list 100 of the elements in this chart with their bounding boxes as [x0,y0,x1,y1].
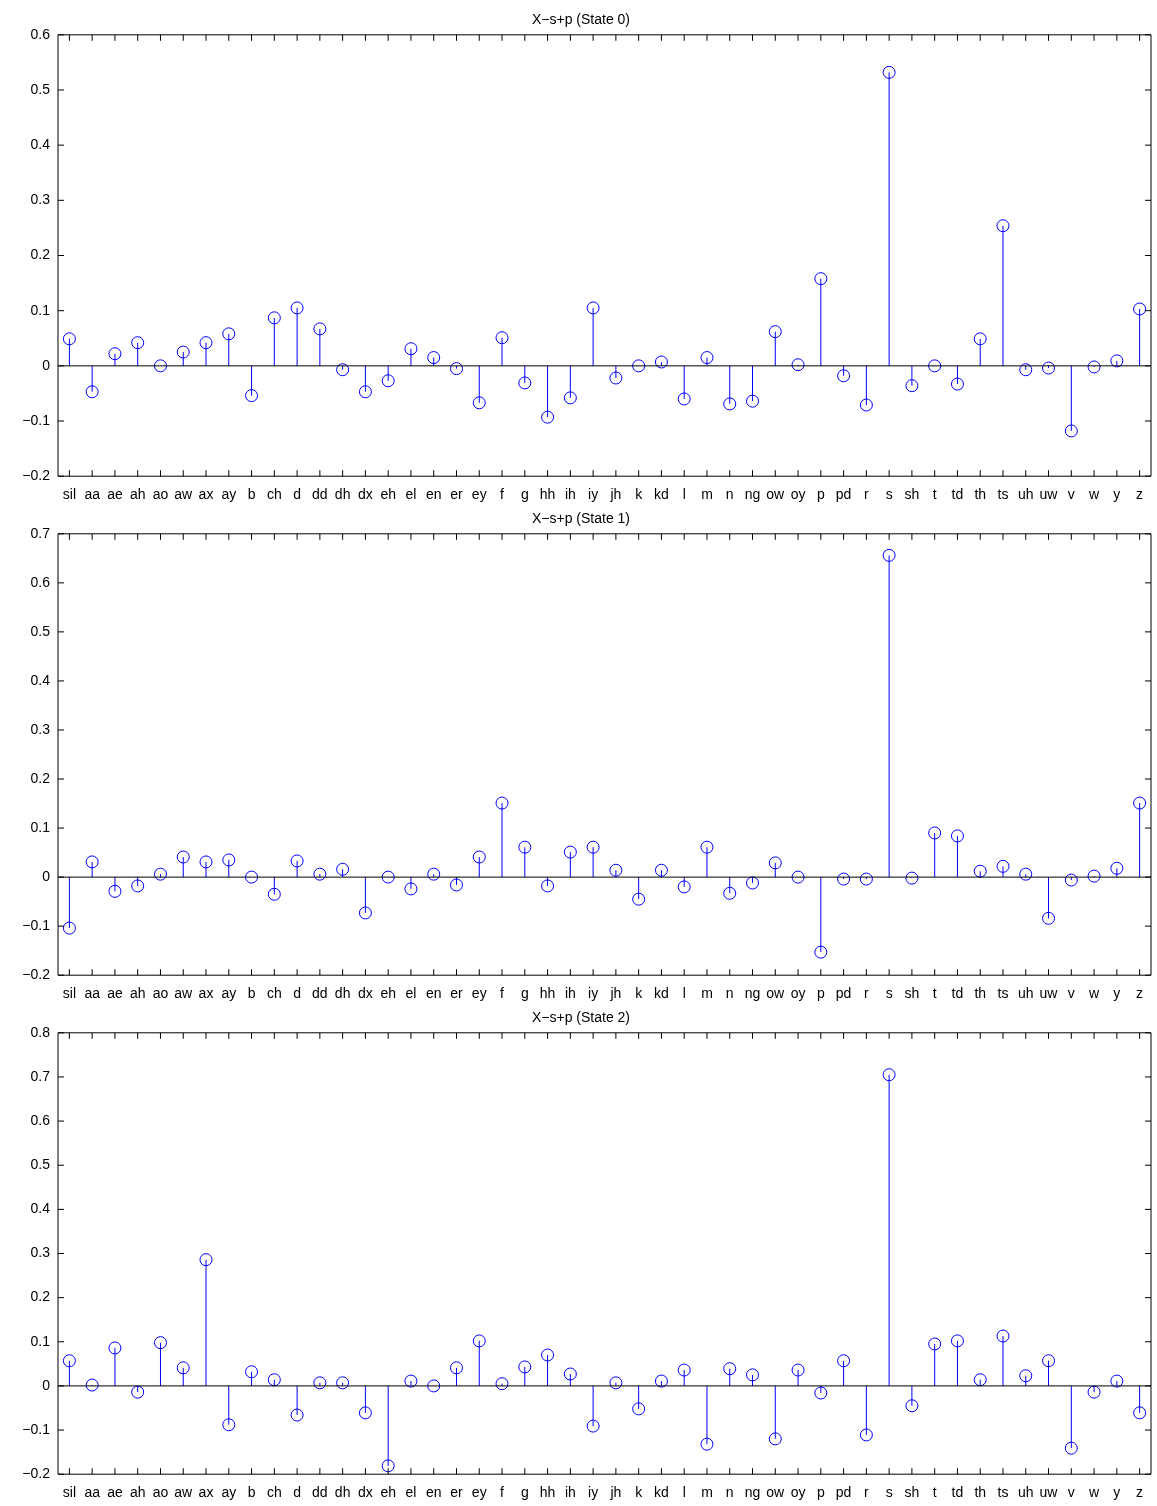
y-tick-label: −0.1 [22,411,51,428]
x-tick-label: iy [588,985,599,1002]
x-tick-label: th [974,985,987,1002]
x-tick-label: r [864,1484,870,1501]
x-tick-label: l [682,1484,686,1501]
y-tick-label: 0.6 [30,1111,51,1128]
x-tick-label: t [932,486,937,503]
x-tick-label: td [951,486,964,503]
x-tick-label: d [293,985,301,1002]
x-tick-label: ts [997,985,1009,1002]
x-tick-label: en [425,1484,442,1501]
x-tick-label: ay [221,985,237,1002]
x-tick-label: w [1088,985,1101,1002]
x-tick-label: sil [62,1484,76,1501]
y-tick-label: 0.2 [30,1288,51,1305]
x-tick-label: ng [744,985,761,1002]
x-tick-label: en [425,486,442,503]
x-tick-label: ow [766,985,786,1002]
x-tick-label: dd [312,985,328,1002]
x-tick-label: el [405,985,417,1002]
x-tick-label: s [885,985,893,1002]
x-tick-label: en [425,985,442,1002]
x-tick-label: z [1136,486,1144,503]
x-tick-label: v [1067,985,1075,1002]
x-tick-label: ts [997,486,1009,503]
x-tick-label: d [293,486,301,503]
x-tick-label: ey [471,1484,487,1501]
x-tick-label: ng [744,1484,761,1501]
x-tick-label: s [885,486,893,503]
x-tick-label: ow [766,486,786,503]
x-tick-label: t [932,985,937,1002]
x-tick-label: m [701,486,713,503]
x-tick-label: ih [564,486,576,503]
y-tick-label: 0.4 [30,1200,51,1217]
x-tick-label: aw [174,1484,194,1501]
x-tick-label: ae [107,486,123,503]
x-tick-label: hh [539,985,556,1002]
x-tick-label: l [682,486,686,503]
x-tick-label: f [500,985,505,1002]
y-tick-label: −0.1 [22,1420,51,1437]
y-tick-label: 0.5 [30,1156,51,1173]
x-tick-label: ao [152,985,169,1002]
y-tick-label: 0.5 [30,80,51,97]
x-tick-label: w [1088,486,1101,503]
x-tick-label: m [701,1484,713,1501]
x-tick-label: ts [997,1484,1009,1501]
x-tick-label: k [635,486,644,503]
x-tick-label: ih [564,985,576,1002]
y-tick-label: 0.1 [30,301,51,318]
x-tick-label: uh [1017,486,1034,503]
x-tick-label: g [520,1484,529,1501]
x-tick-label: sh [904,486,920,503]
x-tick-label: g [520,486,529,503]
x-tick-label: p [816,486,825,503]
x-tick-label: uw [1039,985,1059,1002]
x-tick-label: k [635,1484,644,1501]
x-tick-label: sil [62,985,76,1002]
x-tick-label: ay [221,486,237,503]
x-tick-label: ih [564,1484,576,1501]
x-tick-label: uw [1039,486,1059,503]
x-tick-label: er [450,486,464,503]
y-tick-label: 0.2 [30,769,51,786]
x-tick-label: n [725,1484,734,1501]
x-tick-label: pd [835,1484,852,1501]
y-tick-label: 0.4 [30,136,51,153]
x-tick-label: b [247,486,256,503]
x-tick-label: b [247,1484,256,1501]
x-tick-label: r [864,486,870,503]
y-tick-label: −0.2 [22,1465,51,1482]
x-tick-label: iy [588,486,599,503]
x-tick-label: ax [198,486,214,503]
x-tick-label: dx [358,985,373,1002]
x-tick-label: ae [107,985,123,1002]
x-tick-label: dh [334,1484,351,1501]
x-tick-label: f [500,1484,505,1501]
x-tick-label: g [520,985,529,1002]
chart-title: X−s+p (State 2) [531,1009,631,1026]
x-tick-label: y [1113,486,1121,503]
y-tick-label: 0.3 [30,1244,51,1261]
y-tick-label: 0.6 [30,573,51,590]
x-tick-label: kd [654,985,669,1002]
y-tick-label: 0.7 [30,1067,51,1084]
x-tick-label: t [932,1484,937,1501]
x-tick-label: ch [266,985,282,1002]
x-tick-label: n [725,486,734,503]
x-tick-label: er [450,985,464,1002]
x-tick-label: ax [198,985,214,1002]
chart-title: X−s+p (State 0) [531,11,631,28]
x-tick-label: y [1113,1484,1121,1501]
y-tick-label: 0.8 [30,1023,51,1040]
y-tick-label: 0.3 [30,720,51,737]
x-tick-label: sil [62,486,76,503]
x-tick-label: dx [358,1484,373,1501]
x-tick-label: y [1113,985,1121,1002]
x-tick-label: dh [334,985,351,1002]
x-tick-label: kd [654,486,669,503]
x-tick-label: aa [84,1484,101,1501]
x-tick-label: b [247,985,256,1002]
x-tick-label: v [1067,486,1075,503]
x-tick-label: ax [198,1484,214,1501]
